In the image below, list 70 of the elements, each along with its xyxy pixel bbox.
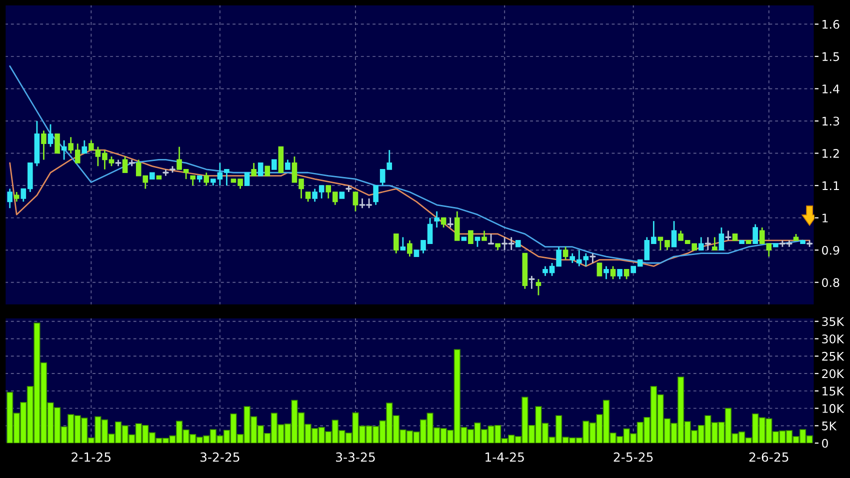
candlestick: [190, 175, 196, 186]
y-tick-label: 1: [822, 214, 828, 222]
candlestick: [41, 130, 46, 160]
candlestick: [454, 210, 460, 242]
candlestick: [704, 236, 711, 251]
x-tick-label: 2-6-25: [749, 452, 788, 462]
candlestick: [407, 240, 412, 258]
y-tick-label: 1.5: [822, 52, 839, 62]
y-tick-label: 10K: [822, 404, 844, 413]
candlestick: [48, 124, 54, 148]
candlestick: [447, 217, 454, 228]
y-tick-label: 25K: [822, 352, 844, 361]
y-tick-label: 35K: [822, 317, 844, 326]
candlestick: [7, 188, 12, 209]
candlestick: [393, 233, 399, 254]
candlestick: [14, 191, 20, 202]
y-tick-label: 0.9: [822, 246, 840, 255]
candlestick: [285, 159, 290, 170]
candlestick: [264, 166, 270, 176]
candlestick: [590, 252, 596, 264]
candlestick: [434, 210, 440, 228]
y-tick-label: 15K: [822, 386, 844, 396]
x-tick-label: 3-2-25: [200, 452, 240, 462]
candlestick: [596, 262, 602, 276]
candlestick: [272, 159, 277, 170]
y-tick-label: 0: [822, 438, 828, 448]
y-tick-label: 5K: [822, 422, 837, 430]
candlestick: [258, 162, 264, 176]
y-tick-label: 1.2: [822, 148, 839, 158]
candlestick: [562, 246, 568, 260]
y-tick-label: 1.4: [822, 84, 840, 94]
line-series: [9, 65, 804, 264]
candlestick: [440, 217, 446, 228]
y-tick-label: 20K: [822, 369, 844, 378]
candlestick: [352, 191, 358, 212]
candlestick: [400, 236, 406, 251]
x-tick-label: 3-3-25: [336, 452, 375, 462]
candlestick: [373, 184, 378, 206]
candlestick: [528, 275, 535, 290]
candlestick: [468, 230, 474, 244]
candlestick: [752, 224, 758, 244]
x-tick-label: 1-4-25: [486, 452, 524, 462]
y-tick-label: 1.1: [822, 181, 839, 190]
candlestick: [488, 233, 494, 244]
candlestick: [536, 278, 542, 296]
y-tick-label: 0.8: [822, 278, 840, 288]
candlestick: [82, 140, 88, 154]
candlestick: [305, 191, 311, 202]
x-tick-label: 2-5-25: [614, 452, 653, 462]
candlestick: [122, 156, 128, 174]
candlestick: [712, 236, 718, 251]
candlestick: [251, 162, 256, 177]
candlestick: [624, 268, 630, 280]
candlestick: [718, 226, 724, 251]
candlestick: [604, 266, 609, 280]
candlestick: [204, 172, 210, 186]
candlestick: [698, 236, 704, 251]
y-tick-label: 30K: [822, 334, 844, 344]
candlestick: [671, 220, 677, 248]
candlestick: [61, 140, 67, 160]
candlestick: [482, 230, 487, 242]
candlestick: [474, 236, 480, 248]
candlestick: [617, 268, 622, 280]
candlestick: [610, 266, 616, 280]
candlestick: [244, 172, 250, 186]
y-tick-label: 1.3: [822, 116, 840, 126]
y-tick-label: 1.6: [822, 20, 840, 29]
candlestick: [54, 133, 60, 154]
candlestick: [725, 230, 732, 242]
x-tick-label: 2-1-25: [72, 452, 110, 462]
